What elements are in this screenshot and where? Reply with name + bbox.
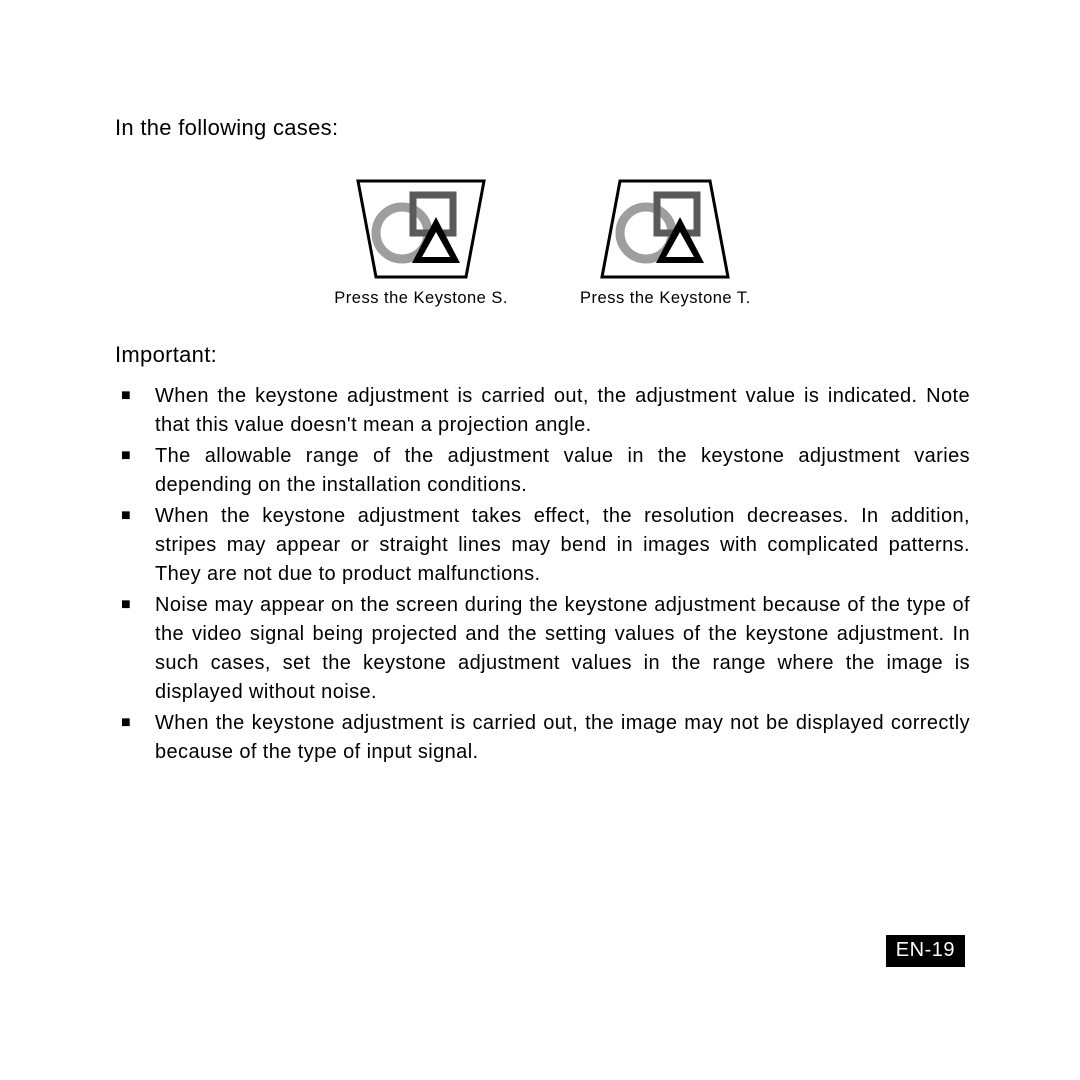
figure-right: Press the Keystone T. [580, 179, 751, 308]
important-heading: Important: [115, 342, 970, 368]
page-number: EN-19 [886, 935, 965, 967]
list-item: When the keystone adjustment takes effec… [115, 502, 970, 589]
intro-text: In the following cases: [115, 115, 970, 141]
figure-left-caption: Press the Keystone S. [334, 289, 508, 308]
bullet-list: When the keystone adjustment is carried … [115, 382, 970, 767]
list-item: When the keystone adjustment is carried … [115, 709, 970, 767]
list-item: Noise may appear on the screen during th… [115, 591, 970, 707]
figure-right-caption: Press the Keystone T. [580, 289, 751, 308]
list-item: When the keystone adjustment is carried … [115, 382, 970, 440]
list-item: The allowable range of the adjustment va… [115, 442, 970, 500]
figures-row: Press the Keystone S. Press the Keystone… [115, 179, 970, 308]
keystone-top-wide-icon [356, 179, 486, 279]
keystone-bottom-wide-icon [600, 179, 730, 279]
figure-left: Press the Keystone S. [334, 179, 508, 308]
